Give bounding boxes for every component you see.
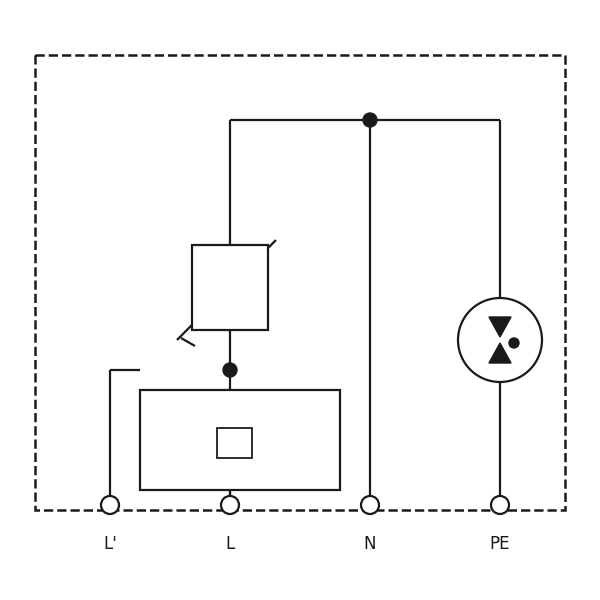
Text: L': L' [103, 535, 117, 553]
Circle shape [459, 299, 541, 381]
Text: PE: PE [490, 535, 510, 553]
Circle shape [363, 113, 377, 127]
Polygon shape [489, 343, 511, 363]
Bar [35, 55, 565, 510]
Circle shape [362, 497, 378, 513]
Circle shape [102, 497, 118, 513]
Circle shape [509, 338, 519, 348]
Circle shape [223, 363, 237, 377]
Circle shape [222, 497, 238, 513]
Text: N: N [364, 535, 376, 553]
Polygon shape [489, 317, 511, 337]
Bar [217, 428, 252, 458]
Bar [192, 245, 268, 330]
Circle shape [492, 497, 508, 513]
Text: L: L [226, 535, 235, 553]
Bar [140, 390, 340, 490]
